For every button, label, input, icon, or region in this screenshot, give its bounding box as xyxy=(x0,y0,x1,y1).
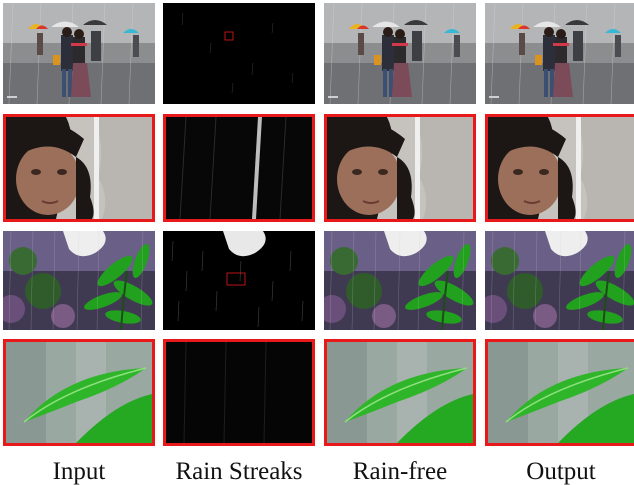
caption-input: Input xyxy=(52,458,106,485)
input-leaves-image xyxy=(3,231,155,330)
output-leaves-image xyxy=(485,231,634,330)
output-leaf-zoom xyxy=(485,339,634,446)
rain-streaks-face-zoom xyxy=(163,114,315,222)
input-leaf-zoom xyxy=(3,339,155,446)
rain-streaks-leaves-image xyxy=(163,231,315,330)
rain-free-street-image xyxy=(324,3,476,104)
rain-free-leaves-image xyxy=(324,231,476,330)
input-face-zoom xyxy=(3,114,155,222)
rain-free-face-zoom xyxy=(324,114,476,222)
output-face-zoom xyxy=(485,114,634,222)
input-street-image xyxy=(3,3,155,104)
caption-output: Output xyxy=(526,458,596,485)
rain-free-leaf-zoom xyxy=(324,339,476,446)
rain-streaks-street-image xyxy=(163,3,315,104)
caption-rain-streaks: Rain Streaks xyxy=(175,458,303,485)
rain-streaks-leaf-zoom xyxy=(163,339,315,446)
caption-rain-free: Rain-free xyxy=(352,458,448,485)
output-street-image xyxy=(485,3,634,104)
